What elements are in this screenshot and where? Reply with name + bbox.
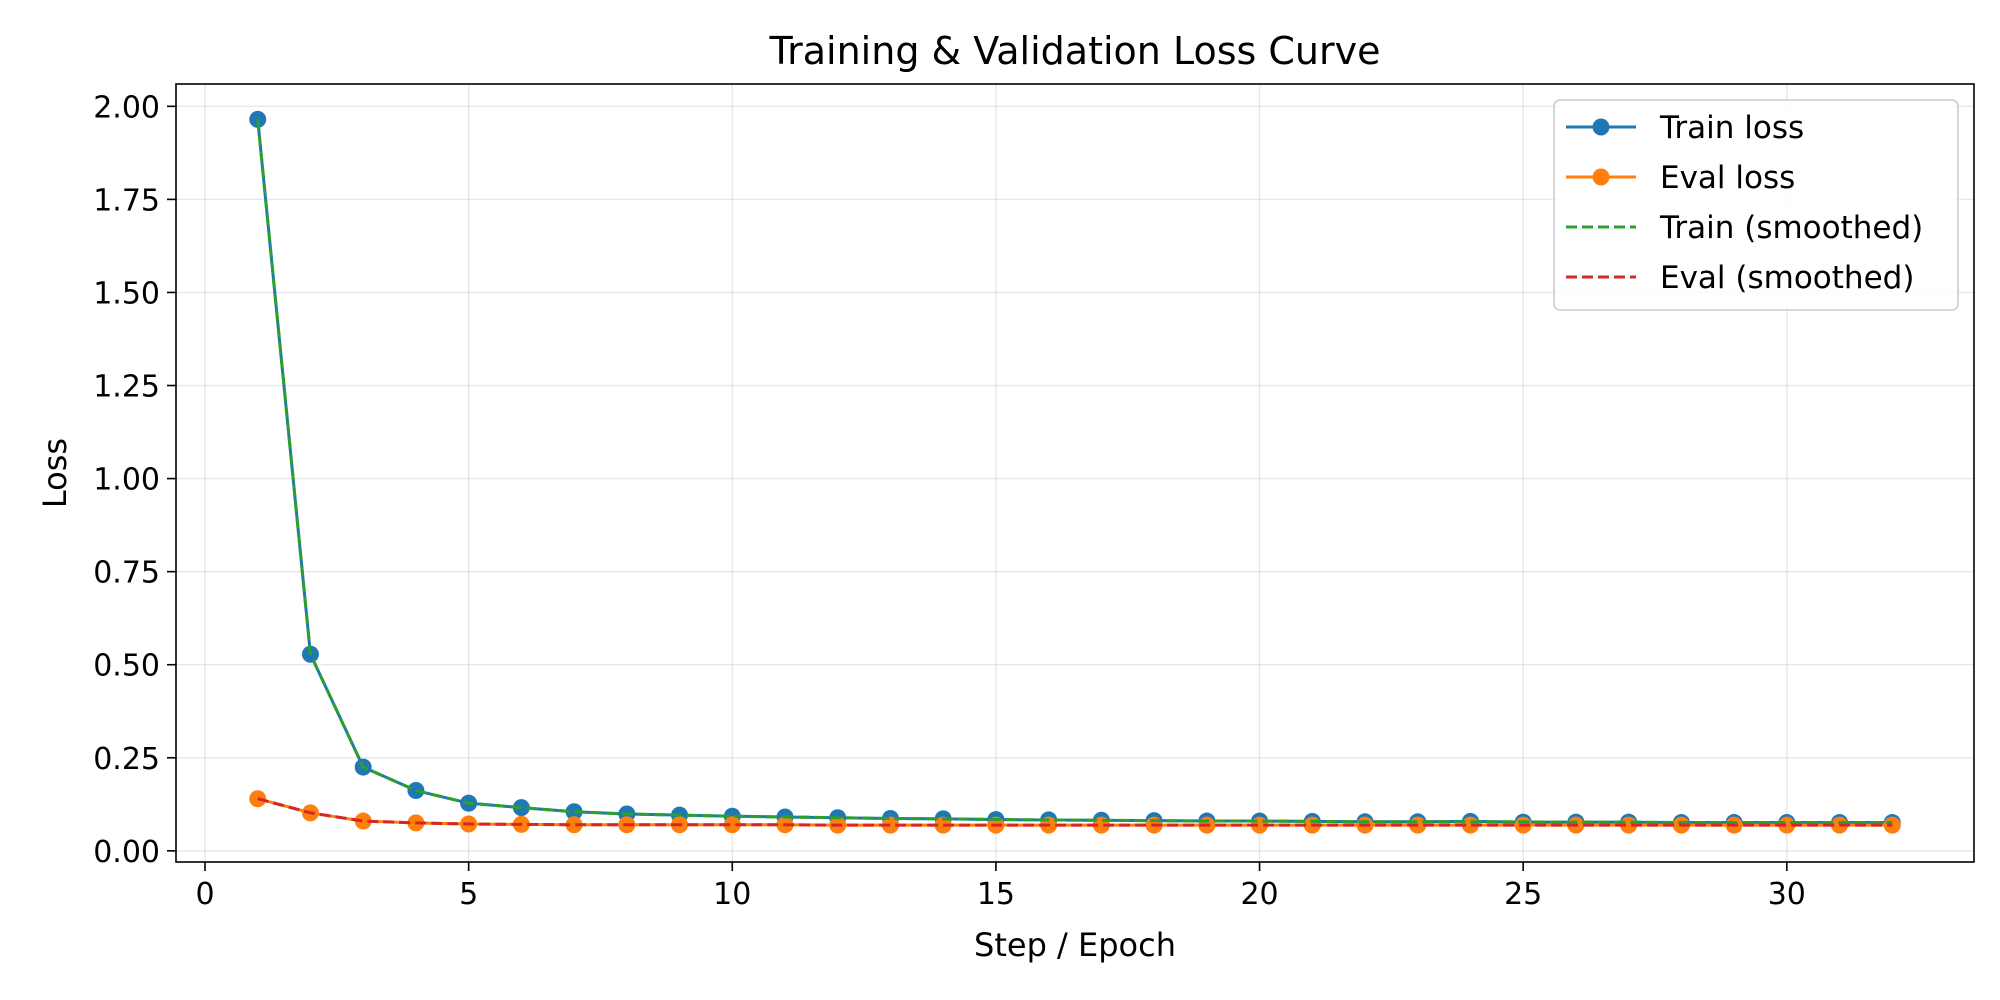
eval-loss-point xyxy=(565,816,583,834)
x-tick-label: 0 xyxy=(195,877,214,912)
grid-lines xyxy=(176,84,1974,862)
series-layer xyxy=(249,110,1901,834)
y-tick-label: 1.25 xyxy=(93,370,160,405)
y-axis-label: Loss xyxy=(36,438,74,508)
x-axis-label: Step / Epoch xyxy=(974,926,1176,964)
eval-loss-point xyxy=(1778,816,1796,834)
y-tick-label: 0.25 xyxy=(93,742,160,777)
eval-loss-point xyxy=(934,816,952,834)
legend-label: Eval (smoothed) xyxy=(1660,260,1914,296)
x-tick-label: 10 xyxy=(713,877,751,912)
eval-loss-point xyxy=(723,816,741,834)
x-tick-label: 15 xyxy=(977,877,1015,912)
chart-title: Training & Validation Loss Curve xyxy=(769,29,1381,73)
legend: Train loss Eval loss Train (smoothed) Eval … xyxy=(1553,99,1959,311)
x-tick-label: 5 xyxy=(459,877,478,912)
y-tick-label: 0.75 xyxy=(93,556,160,591)
eval-loss-point xyxy=(249,790,267,808)
eval-loss-point xyxy=(1883,816,1901,834)
axes: 0 5 10 15 20 25 30 0.00 0.25 0.50 0.75 1.00 1.25 1.50… xyxy=(93,90,1806,912)
x-tick-label: 20 xyxy=(1240,877,1278,912)
y-tick-label: 0.50 xyxy=(93,649,160,684)
legend-item-train-loss: Train loss xyxy=(1566,110,1804,146)
legend-item-train-smoothed: Train (smoothed) xyxy=(1566,210,1923,246)
eval-loss-point xyxy=(881,816,899,834)
legend-marker xyxy=(1592,118,1610,136)
train-loss-point xyxy=(565,803,583,821)
y-tick-label: 2.00 xyxy=(93,90,160,125)
legend-marker xyxy=(1592,168,1610,186)
plot-area-frame xyxy=(175,83,1975,863)
train-smoothed-series xyxy=(256,119,1893,825)
y-tick-label: 1.75 xyxy=(93,183,160,218)
legend-item-eval-smoothed: Eval (smoothed) xyxy=(1566,260,1914,296)
legend-label: Eval loss xyxy=(1660,160,1795,196)
x-tick-label: 30 xyxy=(1768,877,1806,912)
eval-smoothed-series xyxy=(257,797,1893,827)
eval-loss-point xyxy=(354,812,372,830)
x-tick-label: 25 xyxy=(1504,877,1542,912)
eval-smoothed-line xyxy=(257,797,1893,827)
legend-label: Train (smoothed) xyxy=(1659,210,1923,246)
train-loss-point xyxy=(407,782,425,800)
y-tick-label: 0.00 xyxy=(93,835,160,870)
legend-box xyxy=(1553,99,1959,311)
legend-label: Train loss xyxy=(1659,110,1804,146)
legend-item-eval-loss: Eval loss xyxy=(1566,160,1795,196)
y-tick-label: 1.50 xyxy=(93,276,160,311)
y-tick-label: 1.00 xyxy=(93,463,160,498)
train-smoothed-line xyxy=(256,119,1893,825)
